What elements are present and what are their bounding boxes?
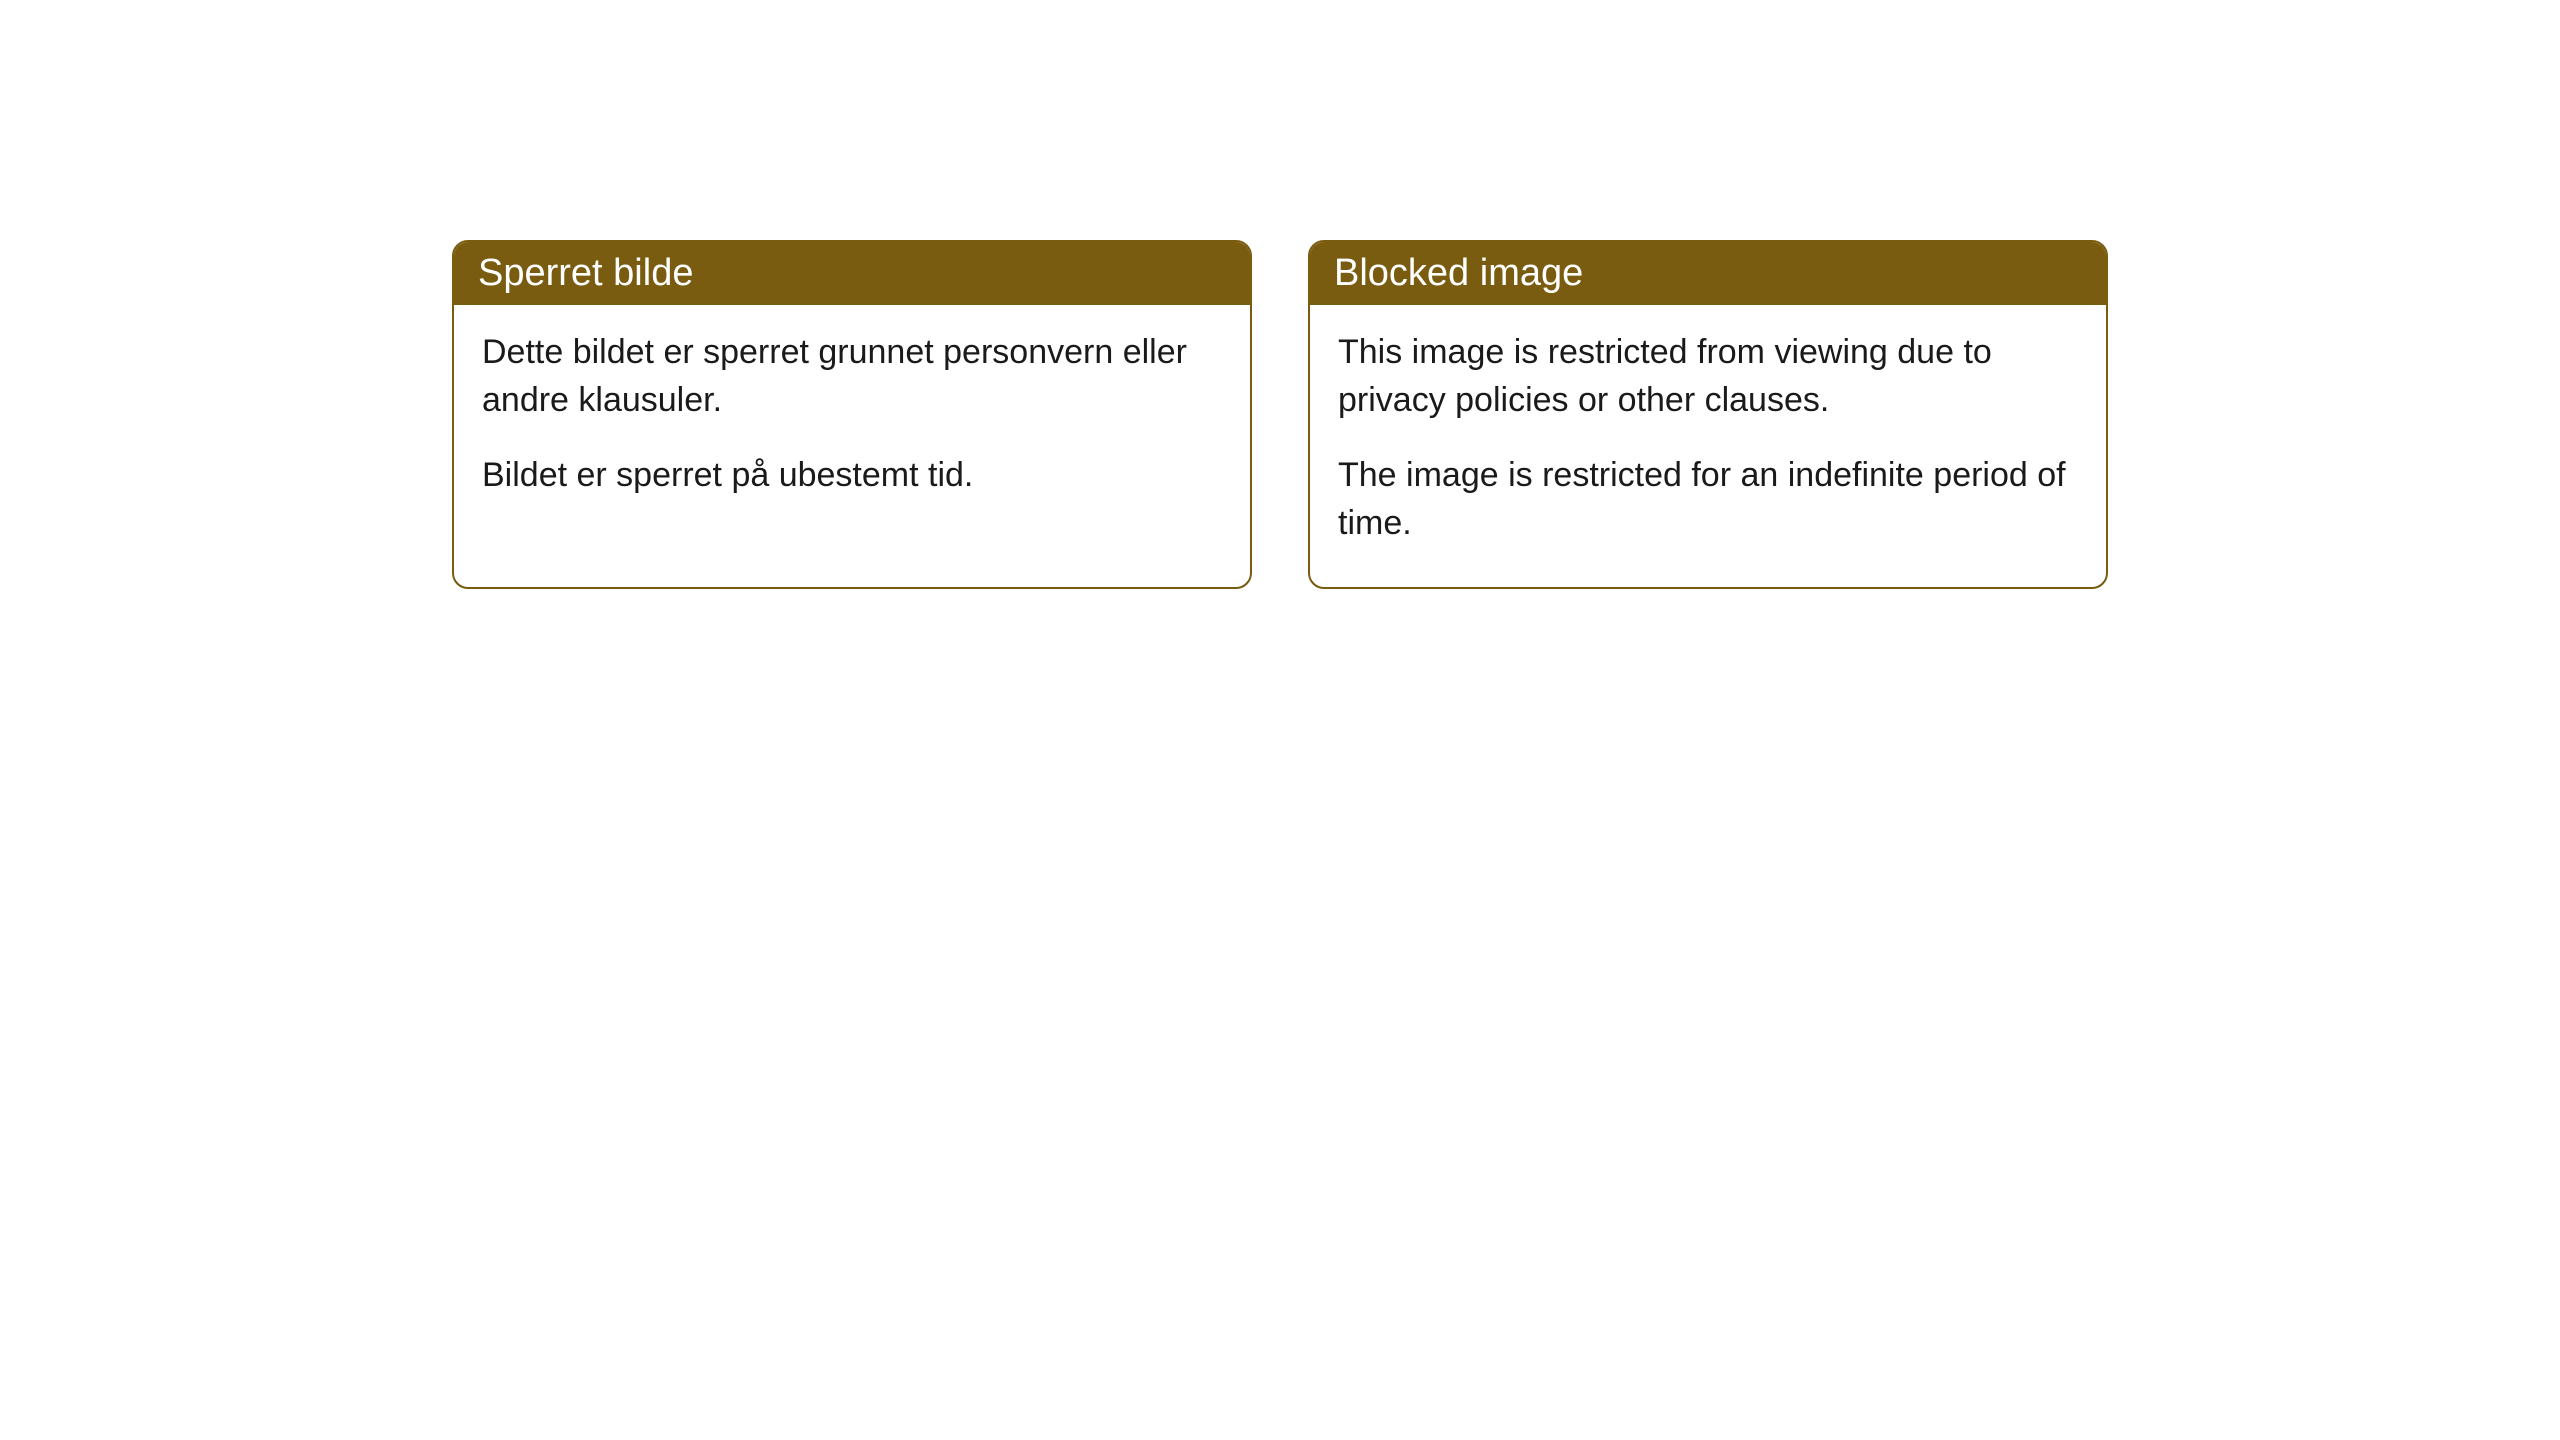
card-paragraph-2-norwegian: Bildet er sperret på ubestemt tid. xyxy=(482,452,1222,500)
cards-container: Sperret bilde Dette bildet er sperret gr… xyxy=(452,240,2108,589)
card-paragraph-1-norwegian: Dette bildet er sperret grunnet personve… xyxy=(482,329,1222,424)
card-english: Blocked image This image is restricted f… xyxy=(1308,240,2108,589)
card-paragraph-2-english: The image is restricted for an indefinit… xyxy=(1338,452,2078,547)
card-body-english: This image is restricted from viewing du… xyxy=(1310,305,2106,587)
card-paragraph-1-english: This image is restricted from viewing du… xyxy=(1338,329,2078,424)
card-body-norwegian: Dette bildet er sperret grunnet personve… xyxy=(454,305,1250,540)
card-norwegian: Sperret bilde Dette bildet er sperret gr… xyxy=(452,240,1252,589)
card-header-english: Blocked image xyxy=(1310,242,2106,305)
card-header-norwegian: Sperret bilde xyxy=(454,242,1250,305)
